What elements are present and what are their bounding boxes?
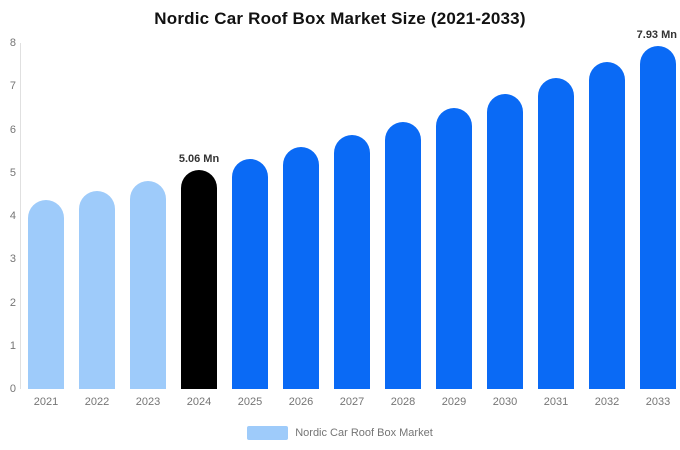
bar-slot [79, 43, 115, 389]
x-tick-label: 2030 [492, 396, 518, 408]
y-tick-label: 5 [9, 166, 16, 179]
x-tick-label: 2028 [390, 396, 416, 408]
bar-slot: 7.93 Mn [637, 29, 677, 389]
bar-2033[interactable] [640, 46, 676, 389]
x-tick-label: 2026 [288, 396, 314, 408]
x-tick-label: 2031 [543, 396, 569, 408]
y-tick-label: 0 [9, 383, 16, 395]
bar-slot [385, 43, 421, 389]
y-tick-label: 4 [9, 210, 16, 222]
x-axis: 2021 2022 2023 2024 2025 2026 2027 2028 2029 2030… [28, 396, 676, 408]
x-tick-label: 2032 [594, 396, 620, 408]
bar-2027[interactable] [334, 134, 370, 389]
bar-2022[interactable] [79, 190, 115, 389]
x-tick-label: 2023 [135, 396, 161, 408]
bar-2023[interactable] [130, 180, 166, 389]
bar-value-label: 7.93 Mn [636, 29, 677, 42]
x-tick-label: 2022 [84, 396, 110, 408]
bar-slot: 5.06 Mn [178, 43, 220, 389]
legend-item[interactable]: Nordic Car Roof Box Market [0, 426, 680, 440]
y-tick-label: 2 [9, 296, 16, 309]
x-tick-label: 2021 [33, 396, 59, 408]
bar-slot [538, 43, 574, 389]
bar-value-label: 5.06 Mn [178, 153, 220, 166]
bar-slot [487, 43, 523, 389]
legend-swatch-icon [247, 426, 289, 440]
bar-slot [436, 43, 472, 389]
bar-2029[interactable] [436, 107, 472, 389]
bar-2025[interactable] [232, 158, 268, 389]
y-tick-label: 3 [9, 253, 16, 266]
plot-area: 5.06 Mn 7.93 Mn [28, 29, 677, 389]
x-tick-label: 2025 [237, 396, 263, 408]
bar-2026[interactable] [283, 147, 319, 389]
bar-slot [130, 43, 166, 389]
y-tick-label: 8 [9, 37, 16, 49]
bar-2030[interactable] [487, 93, 523, 389]
x-tick-label: 2024 [186, 396, 212, 408]
bar-slot [334, 43, 370, 389]
bar-2031[interactable] [538, 78, 574, 389]
y-tick-label: 6 [9, 123, 16, 136]
chart-title: Nordic Car Roof Box Market Size (2021-20… [154, 9, 526, 28]
legend-label: Nordic Car Roof Box Market [295, 427, 433, 439]
bar-2032[interactable] [589, 62, 625, 389]
y-tick-label: 7 [9, 80, 16, 93]
bar-slot [28, 43, 64, 389]
bar-slot [589, 43, 625, 389]
bar-2024[interactable] [181, 170, 217, 389]
y-tick-label: 1 [9, 339, 16, 352]
y-axis-line [20, 43, 21, 389]
x-tick-label: 2033 [645, 396, 671, 408]
bar-2028[interactable] [385, 121, 421, 389]
bar-2021[interactable] [28, 200, 64, 389]
bar-slot [232, 43, 268, 389]
x-tick-label: 2027 [339, 396, 365, 408]
bar-slot [283, 43, 319, 389]
x-tick-label: 2029 [441, 396, 467, 408]
